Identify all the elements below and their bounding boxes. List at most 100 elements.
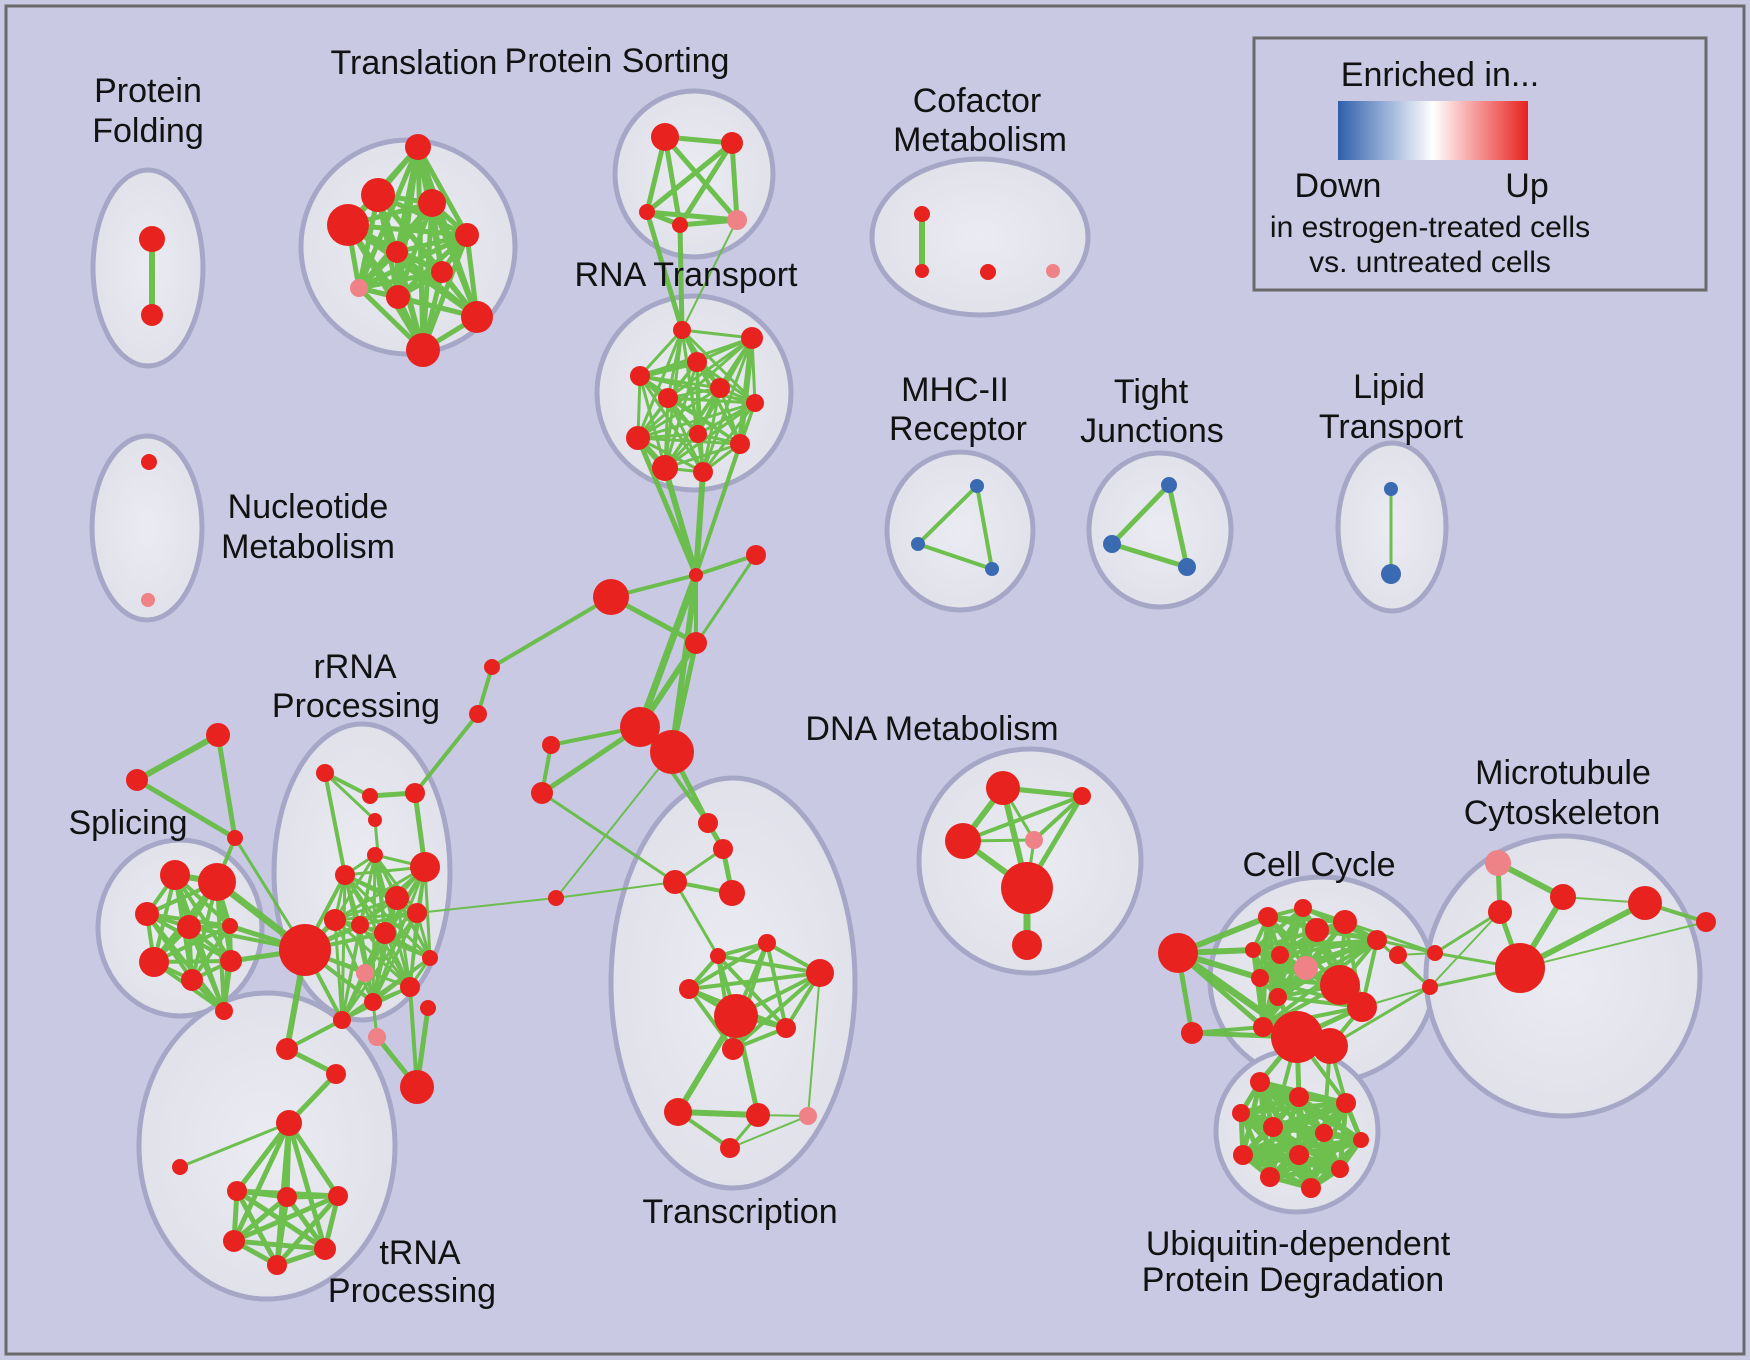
cluster-label-cofactor-metabolism-line1: Cofactor (913, 82, 1042, 120)
node-rt5 (710, 378, 730, 398)
edge-tx8-tx11 (716, 954, 822, 975)
edge-tx10-tx14 (687, 987, 735, 1051)
node-cc12 (1271, 1011, 1323, 1063)
edge-ps1-ps4 (662, 134, 683, 228)
node-tp9 (314, 1238, 336, 1260)
edge-tx7-th2 (555, 751, 673, 899)
node-j2 (1422, 979, 1438, 995)
node-pf2 (141, 304, 163, 326)
edge-dm2-dm3 (961, 794, 1084, 843)
cluster-ellipse-nucleotide-metabolism (89, 433, 205, 623)
node-dm4 (1025, 831, 1043, 849)
edge-tp3-tp7 (286, 1120, 341, 1199)
node-ps5 (727, 210, 747, 230)
node-sp3 (135, 902, 159, 926)
edge-tp7-tp10 (274, 1193, 341, 1268)
node-ps1 (651, 123, 679, 151)
edge-tx17-tx18 (729, 1115, 809, 1149)
node-rr17 (316, 764, 334, 782)
cluster-label-rrna-processing-line2: Processing (272, 687, 440, 725)
edge-tp3-tp4 (178, 1121, 291, 1169)
node-tl1 (405, 134, 431, 160)
cluster-label-dna-metabolism: DNA Metabolism (805, 710, 1058, 748)
node-tl3 (418, 189, 446, 217)
edge-rt8-rt10 (636, 436, 742, 446)
edge-mh2-mh3 (916, 542, 994, 571)
node-cc15 (1389, 946, 1407, 964)
node-tj2 (1103, 535, 1121, 553)
edge-tp3-tp5 (234, 1120, 292, 1194)
node-mc1 (689, 568, 703, 582)
edge-tp6-tp10 (274, 1194, 290, 1268)
node-tx16 (746, 1103, 770, 1127)
edge-rt2-rt6 (666, 336, 754, 400)
node-tx10 (679, 979, 699, 999)
cluster-label-tight-junctions-line1: Tight (1114, 373, 1189, 411)
node-tl2 (361, 178, 395, 212)
cluster-label-ubiquitin-degradation-line2: Protein Degradation (1142, 1261, 1444, 1299)
node-sp2 (198, 863, 236, 901)
node-dm5 (1001, 862, 1053, 914)
node-tx9 (758, 934, 776, 952)
node-rr5 (324, 909, 346, 931)
node-mt1 (1485, 850, 1511, 876)
cluster-label-nucleotide-metabolism-line2: Metabolism (221, 528, 395, 566)
legend-box (1252, 36, 1708, 292)
node-sp6 (139, 947, 169, 977)
edge-ps2-ps5 (729, 140, 740, 223)
edge-tx5-tx8 (673, 880, 720, 958)
node-rr2 (367, 847, 383, 863)
legend-gradient-bar (1338, 101, 1528, 160)
node-rr7 (374, 922, 396, 944)
edge-tx9-tx10 (687, 941, 769, 991)
node-cc5 (1305, 918, 1329, 942)
node-mc4 (685, 632, 707, 654)
node-tl8 (350, 279, 368, 297)
edge-rr1-rr14 (340, 873, 347, 1022)
edge-x1-sp9 (215, 732, 238, 841)
node-cc1 (1158, 933, 1198, 973)
node-tx8 (710, 948, 726, 964)
node-rr10 (400, 977, 420, 997)
edge-rr15-rr14 (340, 956, 432, 1022)
edge-rr19-pa2 (413, 712, 480, 795)
edge-tl3-tl10 (429, 200, 480, 320)
node-sp8 (220, 950, 242, 972)
node-ps3 (639, 204, 655, 220)
node-cc13 (1333, 910, 1357, 934)
edge-cc11-cc14 (1261, 938, 1379, 1029)
node-cc16 (1320, 965, 1360, 1005)
node-tx6 (719, 880, 745, 906)
node-ub9 (1289, 1145, 1309, 1165)
edge-tl1-tl5 (415, 144, 470, 238)
node-ub1 (1250, 1072, 1270, 1092)
edge-sp2-sp10 (215, 880, 226, 1013)
node-ub12 (1301, 1178, 1321, 1198)
cluster-label-translation: Translation (331, 44, 498, 82)
node-dm2 (1073, 787, 1091, 805)
cluster-label-rna-transport: RNA Transport (575, 256, 799, 294)
node-ub4 (1232, 1104, 1250, 1122)
edge-x1-x2 (134, 732, 221, 783)
node-rt12 (693, 462, 713, 482)
node-cf2 (915, 264, 929, 278)
node-hub1 (279, 924, 331, 976)
node-dm6 (1012, 930, 1042, 960)
node-rr13 (368, 1028, 386, 1046)
edge-tj1-tj3 (1166, 482, 1190, 570)
node-rr15 (422, 950, 438, 966)
node-lt2 (1381, 564, 1401, 584)
node-rt9 (689, 425, 707, 443)
edge-rr8-rr11 (371, 911, 419, 1004)
node-cc10 (1269, 988, 1287, 1006)
cluster-label-tight-junctions-line2: Junctions (1080, 412, 1224, 450)
node-sp5 (222, 918, 238, 934)
node-rt3 (630, 366, 650, 386)
node-dm1 (986, 771, 1020, 805)
edge-rt12-mc1 (693, 469, 706, 578)
legend: Enriched in... Down Up in estrogen-treat… (1252, 36, 1708, 292)
node-tl5 (455, 223, 479, 247)
edge-rr17-rr1 (323, 771, 347, 877)
edge-cc2-cc11 (1190, 1025, 1265, 1035)
